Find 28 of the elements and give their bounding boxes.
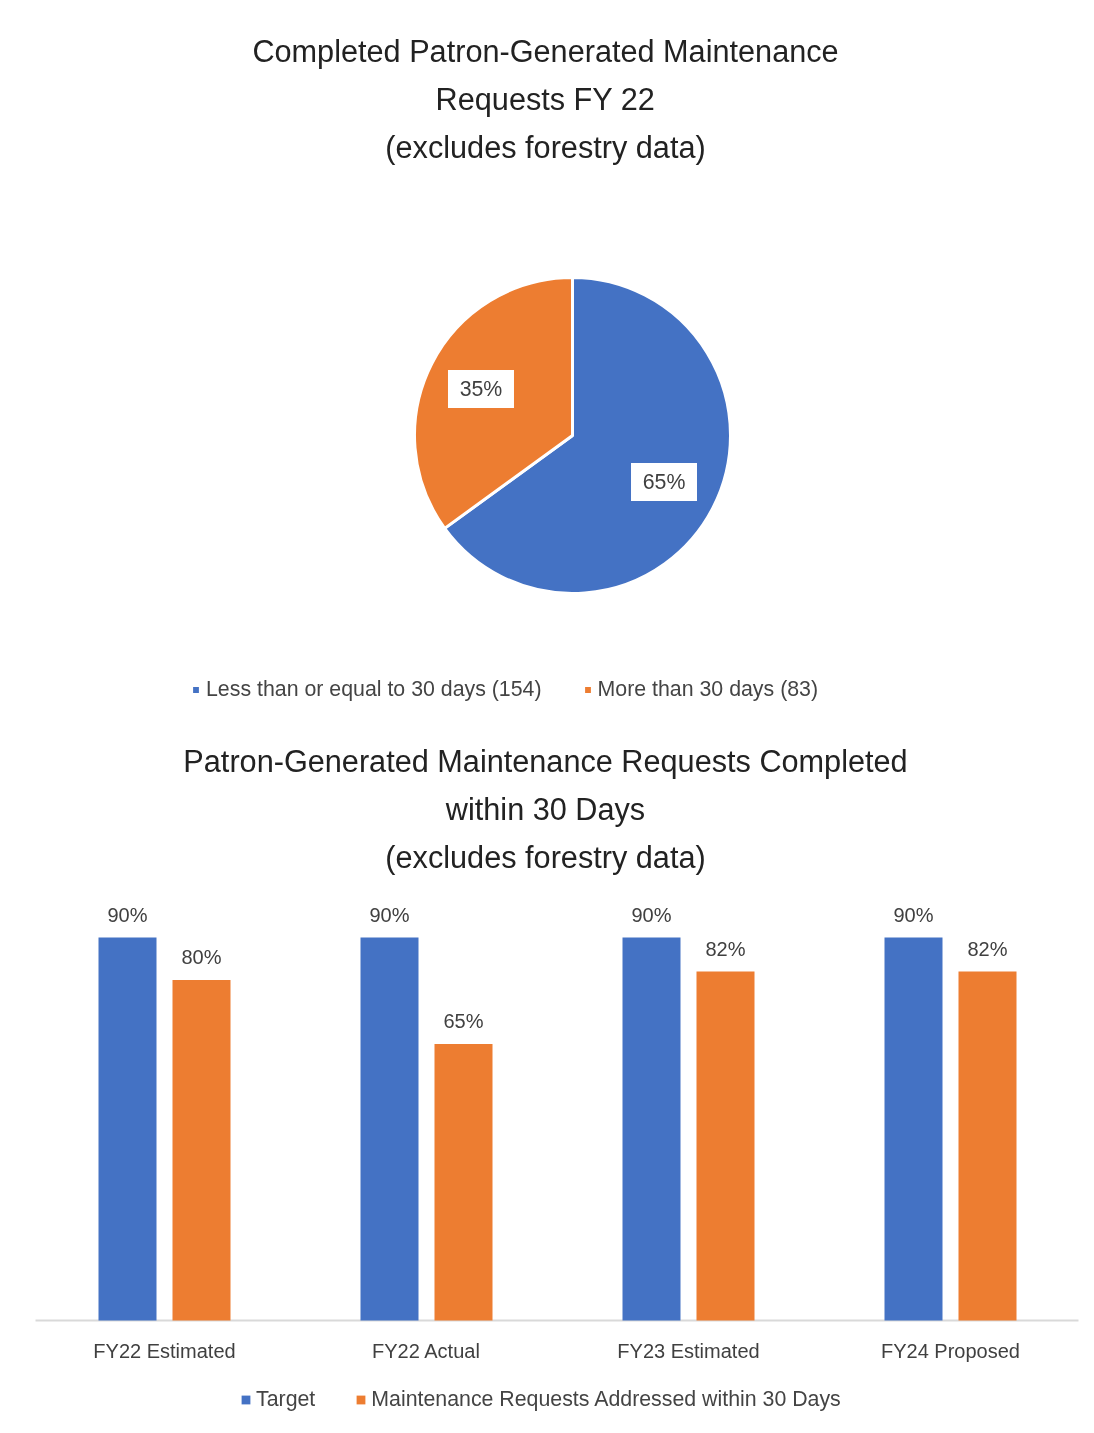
data-label: 90% [631, 903, 672, 926]
data-label: 90% [893, 903, 934, 926]
data-label: 82% [705, 937, 746, 960]
data-label: 80% [181, 946, 222, 969]
x-tick-label: FY24 Proposed [881, 1339, 1020, 1362]
bar [98, 937, 157, 1321]
bar [622, 937, 681, 1321]
x-tick-label: FY23 Estimated [617, 1339, 760, 1362]
data-label: 82% [967, 937, 1008, 960]
bar [434, 1043, 493, 1321]
data-label: 90% [369, 903, 410, 926]
bar [884, 937, 943, 1321]
bar [172, 980, 231, 1321]
bar [360, 937, 419, 1321]
x-tick-label: FY22 Actual [372, 1339, 480, 1362]
legend-label: Less than or equal to 30 days (154) [206, 677, 542, 702]
data-label: 35% [459, 376, 503, 401]
legend-label: Maintenance Requests Addressed within 30 Days [371, 1387, 841, 1412]
chart-title: Patron-Generated Maintenance Requests Completed within 30 Days (excludes forestry data) [183, 743, 908, 875]
chart-title: Completed Patron-Generated Maintenance Requests FY 22 (excludes forestry data) [252, 33, 839, 165]
data-label: 90% [107, 903, 148, 926]
data-label: 65% [443, 1009, 484, 1032]
x-tick-label: FY22 Estimated [93, 1339, 236, 1362]
legend-label: More than 30 days (83) [597, 677, 819, 702]
legend-label: Target [256, 1387, 316, 1412]
data-label: 65% [642, 470, 686, 495]
bar [696, 971, 755, 1321]
bar [958, 971, 1017, 1321]
